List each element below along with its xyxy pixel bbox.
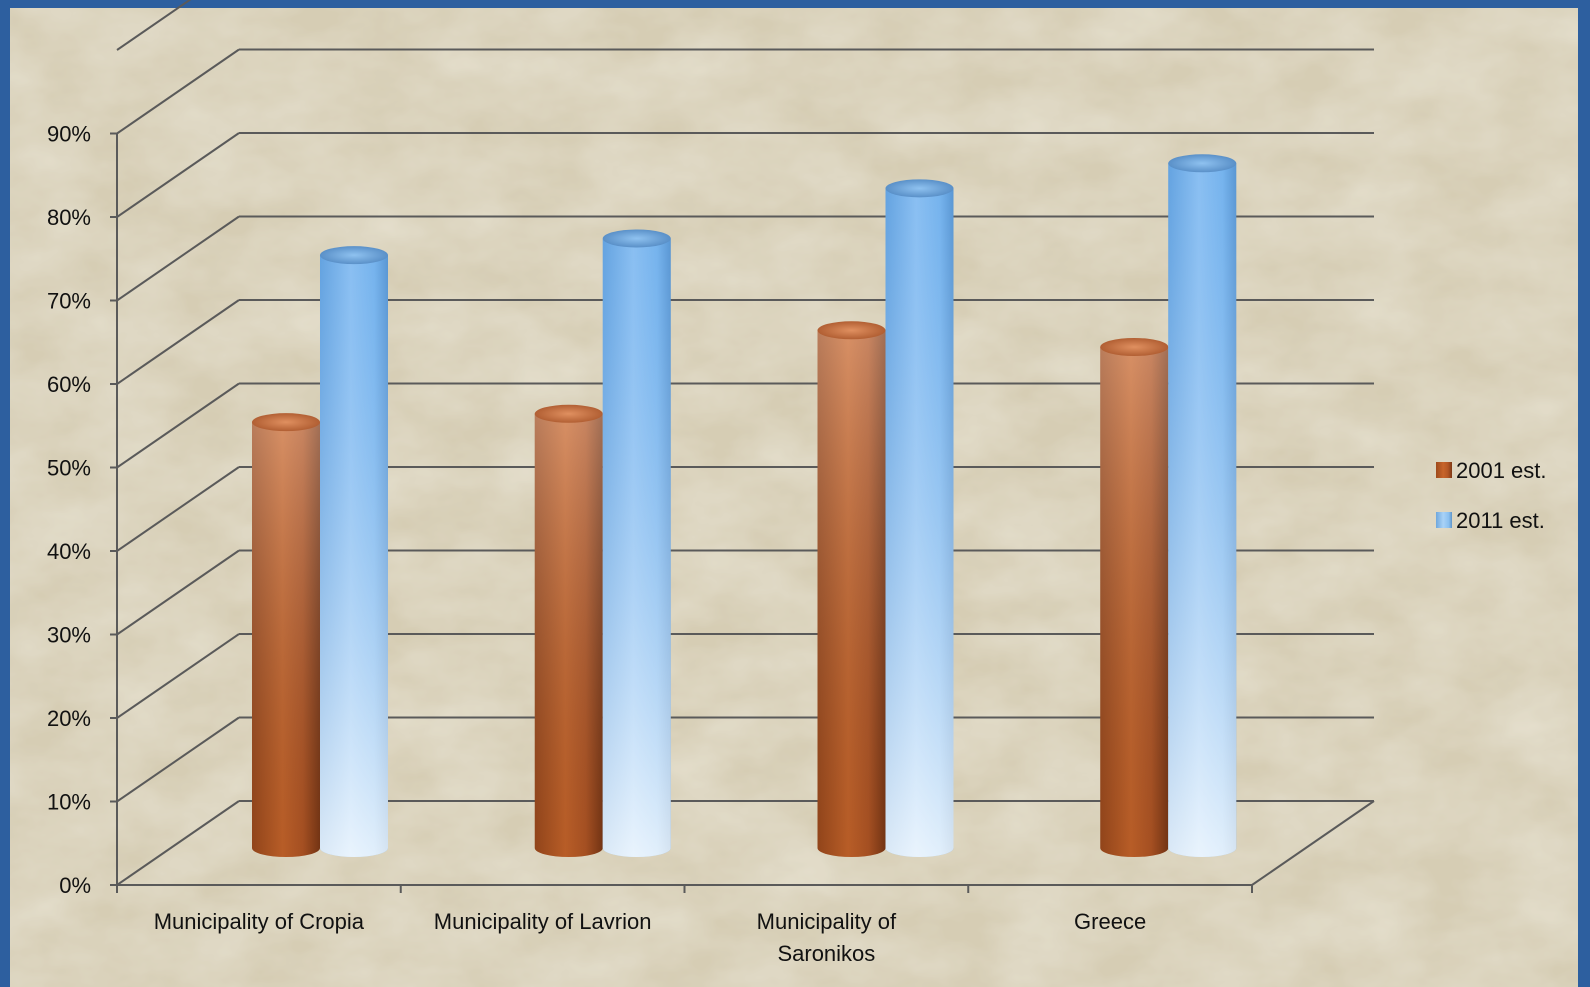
bar-shading bbox=[252, 422, 320, 857]
bar bbox=[320, 246, 388, 857]
gridline-diagonal bbox=[116, 132, 240, 218]
y-tick-label: 40% bbox=[47, 539, 91, 564]
y-tick-label: 60% bbox=[47, 372, 91, 397]
bar-top bbox=[885, 179, 954, 198]
legend-item: 2001 est. bbox=[1436, 458, 1547, 483]
paper-background bbox=[10, 8, 1578, 987]
gridline-diagonal bbox=[116, 299, 240, 385]
y-tick-label: 50% bbox=[47, 456, 91, 481]
y-tick-label: 90% bbox=[47, 122, 91, 147]
bar-top bbox=[534, 404, 603, 423]
bar-shading bbox=[534, 413, 603, 857]
gridline-diagonal bbox=[116, 800, 240, 886]
legend: 2001 est. 2011 est. bbox=[1436, 458, 1547, 533]
bar-top bbox=[1168, 154, 1237, 173]
bar-shading bbox=[885, 188, 954, 858]
legend-item: 2011 est. bbox=[1436, 508, 1545, 533]
bar-top bbox=[602, 229, 671, 248]
y-tick-label: 30% bbox=[47, 623, 91, 648]
x-tick-label: Municipality of Cropia bbox=[154, 909, 365, 934]
bar bbox=[885, 179, 954, 858]
bar-top bbox=[817, 321, 886, 340]
gridline-diagonal bbox=[116, 466, 240, 552]
bar-shading bbox=[320, 255, 388, 857]
y-tick-label: 70% bbox=[47, 289, 91, 314]
bar bbox=[602, 229, 671, 857]
gridline-diagonal bbox=[116, 48, 240, 135]
gridline-diagonal bbox=[116, 382, 240, 469]
x-tick-label: Municipality of Lavrion bbox=[434, 909, 652, 934]
bar-top bbox=[252, 413, 320, 432]
y-tick-label: 80% bbox=[47, 205, 91, 230]
legend-label: 2011 est. bbox=[1456, 508, 1545, 533]
bar-shading bbox=[1168, 163, 1237, 858]
bar bbox=[1100, 338, 1169, 857]
y-tick-label: 0% bbox=[59, 873, 91, 898]
gridline-diagonal bbox=[116, 215, 240, 302]
bar-shading bbox=[1100, 347, 1169, 857]
gridline-diagonal bbox=[116, 716, 240, 803]
legend-label: 2001 est. bbox=[1456, 458, 1547, 483]
bar bbox=[817, 321, 886, 857]
floor-right-edge bbox=[1251, 800, 1375, 886]
x-tick-label: Greece bbox=[1074, 909, 1146, 934]
bar-top bbox=[1100, 338, 1169, 356]
x-tick-label: Municipality of bbox=[757, 909, 897, 934]
category-labels: Municipality of Cropia Municipality of La… bbox=[154, 909, 1146, 966]
gridline-diagonal bbox=[116, 0, 192, 51]
x-tick-label: Saronikos bbox=[777, 941, 875, 966]
y-tick-label: 20% bbox=[47, 706, 91, 731]
bars bbox=[252, 154, 1237, 858]
legend-swatch bbox=[1436, 512, 1452, 528]
bar-shading bbox=[817, 330, 886, 857]
y-tick-label: 10% bbox=[47, 790, 91, 815]
bar-top bbox=[320, 246, 388, 265]
gridline-diagonal bbox=[116, 633, 240, 719]
bar-shading bbox=[602, 238, 671, 857]
bar bbox=[1168, 154, 1237, 858]
gridline-diagonal bbox=[116, 549, 240, 636]
bar bbox=[534, 404, 603, 857]
bar bbox=[252, 413, 320, 857]
axes: 0% 10% 20% 30% 40% 50% 60% 70% 80% 90% bbox=[47, 122, 1375, 898]
legend-swatch bbox=[1436, 462, 1452, 478]
